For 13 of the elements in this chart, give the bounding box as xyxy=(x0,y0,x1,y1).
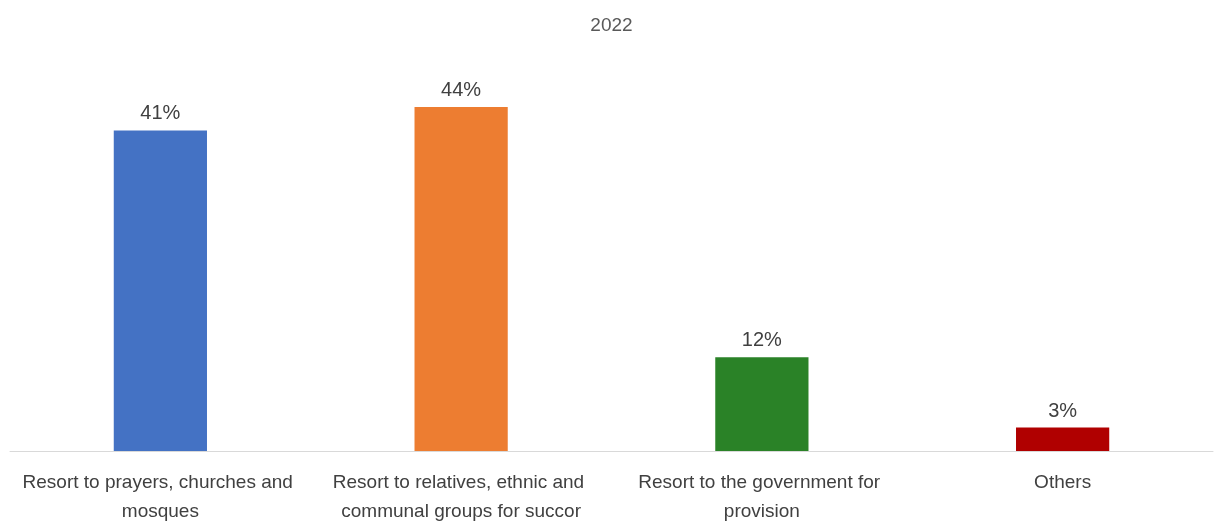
bar xyxy=(1016,427,1110,451)
bar xyxy=(715,357,809,451)
x-tick-label: Resort to relatives, ethnic and communal groups for succor xyxy=(332,471,590,521)
bar xyxy=(113,130,207,451)
data-label: 44% xyxy=(441,77,482,100)
data-label: 12% xyxy=(741,328,783,351)
x-tick-label: Resort to the government for provision xyxy=(638,471,886,521)
data-label: 3% xyxy=(1048,398,1078,421)
data-label: 41% xyxy=(140,101,181,124)
chart-title: 2022 xyxy=(590,14,633,35)
bar xyxy=(414,106,508,451)
x-tick-label: Resort to prayers, churches and mosques xyxy=(22,471,299,521)
x-tick-label: Others xyxy=(1034,471,1092,492)
